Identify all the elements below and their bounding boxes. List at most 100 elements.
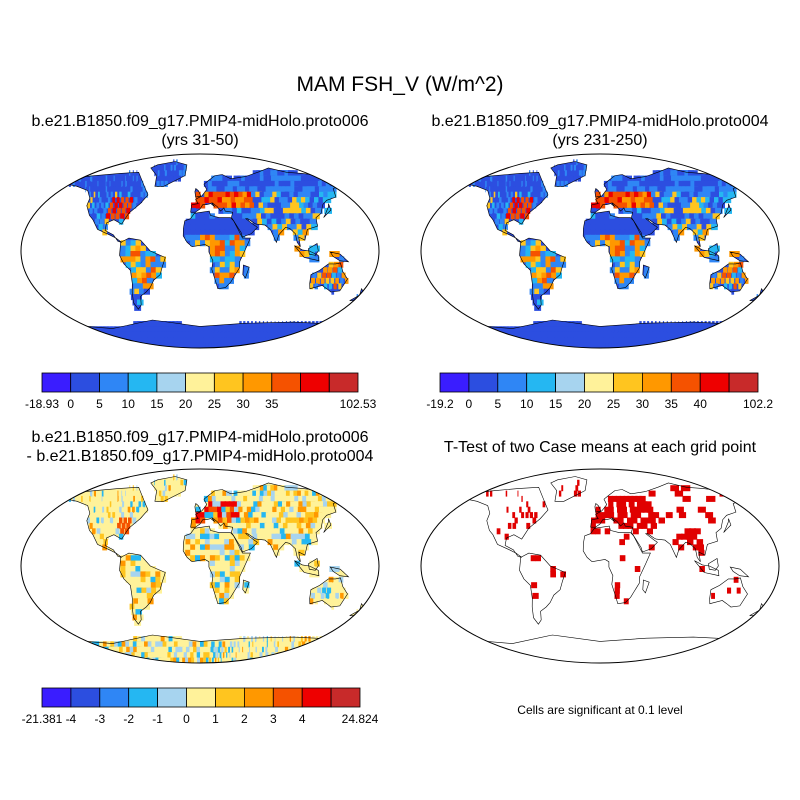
grid-cell [672, 191, 680, 198]
grid-cell [136, 587, 143, 594]
colorbar-tick-label: 25 [208, 397, 222, 411]
grid-cell [723, 321, 727, 328]
grid-cell [145, 582, 152, 589]
grid-cell [249, 517, 256, 524]
grid-cell [505, 180, 507, 187]
grid-cell [550, 267, 557, 274]
grid-cell [229, 506, 236, 513]
grid-cell [129, 512, 133, 519]
grid-cell [214, 272, 220, 279]
grid-cell [672, 224, 679, 231]
grid-cell [522, 342, 535, 348]
grid-cell [311, 331, 317, 338]
grid-cell [130, 501, 133, 508]
grid-cell [164, 331, 172, 338]
grid-cell [727, 272, 732, 279]
grid-cell [525, 175, 526, 182]
grid-cell [227, 207, 234, 214]
grid-cell [647, 337, 650, 344]
grid-cell [238, 224, 245, 231]
grid-cell [621, 191, 627, 198]
grid-cell [595, 229, 601, 236]
grid-cell [141, 180, 144, 187]
grid-cell [505, 202, 509, 209]
grid-cell [191, 342, 196, 348]
grid-cell [634, 506, 641, 513]
grid-cell [607, 180, 613, 187]
grid-cell [614, 218, 620, 225]
grid-cell [146, 592, 153, 599]
grid-cell [643, 197, 651, 204]
grid-cell [622, 326, 626, 333]
grid-cell [492, 337, 506, 344]
grid-cell [150, 571, 156, 578]
grid-cell [600, 331, 604, 338]
colorbar-tick-label: 15 [549, 397, 563, 411]
grid-cell [662, 337, 666, 344]
grid-cell [190, 549, 196, 556]
grid-cell [723, 326, 728, 333]
grid-cell [302, 229, 309, 236]
grid-cell [577, 479, 580, 486]
grid-cell [214, 587, 220, 594]
grid-cell [505, 186, 508, 193]
grid-cell [619, 555, 626, 562]
grid-cell [239, 544, 245, 551]
grid-cell [722, 272, 727, 279]
grid-cell [307, 331, 314, 338]
grid-cell [333, 180, 345, 187]
grid-cell [701, 331, 707, 338]
grid-cell [232, 652, 234, 659]
grid-cell [617, 512, 624, 519]
grid-cell [624, 261, 631, 268]
grid-cell [203, 495, 209, 502]
grid-cell [115, 506, 118, 513]
colorbar-tick-label: -2 [123, 712, 134, 726]
grid-cell [489, 337, 503, 344]
grid-cell [485, 180, 487, 187]
significance-note: Cells are significant at 0.1 level [517, 703, 683, 717]
grid-cell [687, 539, 694, 546]
grid-cell [160, 321, 167, 328]
grid-cell [675, 331, 678, 338]
grid-cell [704, 321, 707, 328]
grid-cell [219, 598, 225, 605]
grid-cell [614, 272, 620, 279]
grid-cell [247, 321, 250, 328]
grid-cell [593, 331, 598, 338]
grid-cell [72, 495, 75, 502]
grid-cell [137, 636, 145, 643]
grid-cell [98, 224, 103, 231]
grid-cell [125, 197, 129, 204]
grid-cell [296, 224, 304, 231]
grid-cell [173, 159, 175, 166]
coastline-ng [729, 251, 750, 263]
grid-cell [249, 501, 256, 508]
grid-cell [256, 175, 264, 182]
grid-cell [608, 191, 614, 198]
grid-cell [686, 186, 695, 193]
grid-cell [596, 337, 601, 344]
grid-cell [662, 331, 664, 338]
grid-cell [207, 646, 211, 653]
grid-cell [89, 337, 103, 344]
grid-cell [333, 283, 337, 290]
grid-cell [616, 501, 622, 508]
grid-cell [290, 186, 299, 193]
grid-cell [234, 245, 241, 252]
grid-cell [312, 213, 320, 220]
grid-cell [298, 652, 305, 659]
grid-cell [140, 245, 146, 252]
grid-cell [132, 592, 139, 599]
grid-cell [219, 240, 226, 247]
grid-cell [687, 197, 696, 204]
grid-cell [641, 326, 643, 333]
grid-cell [257, 533, 264, 540]
grid-cell [239, 555, 246, 562]
colorbar-swatch [642, 372, 672, 393]
grid-cell [286, 186, 295, 193]
grid-cell [635, 495, 642, 502]
grid-cell [209, 240, 216, 247]
grid-cell [317, 331, 324, 338]
grid-cell [696, 539, 704, 546]
